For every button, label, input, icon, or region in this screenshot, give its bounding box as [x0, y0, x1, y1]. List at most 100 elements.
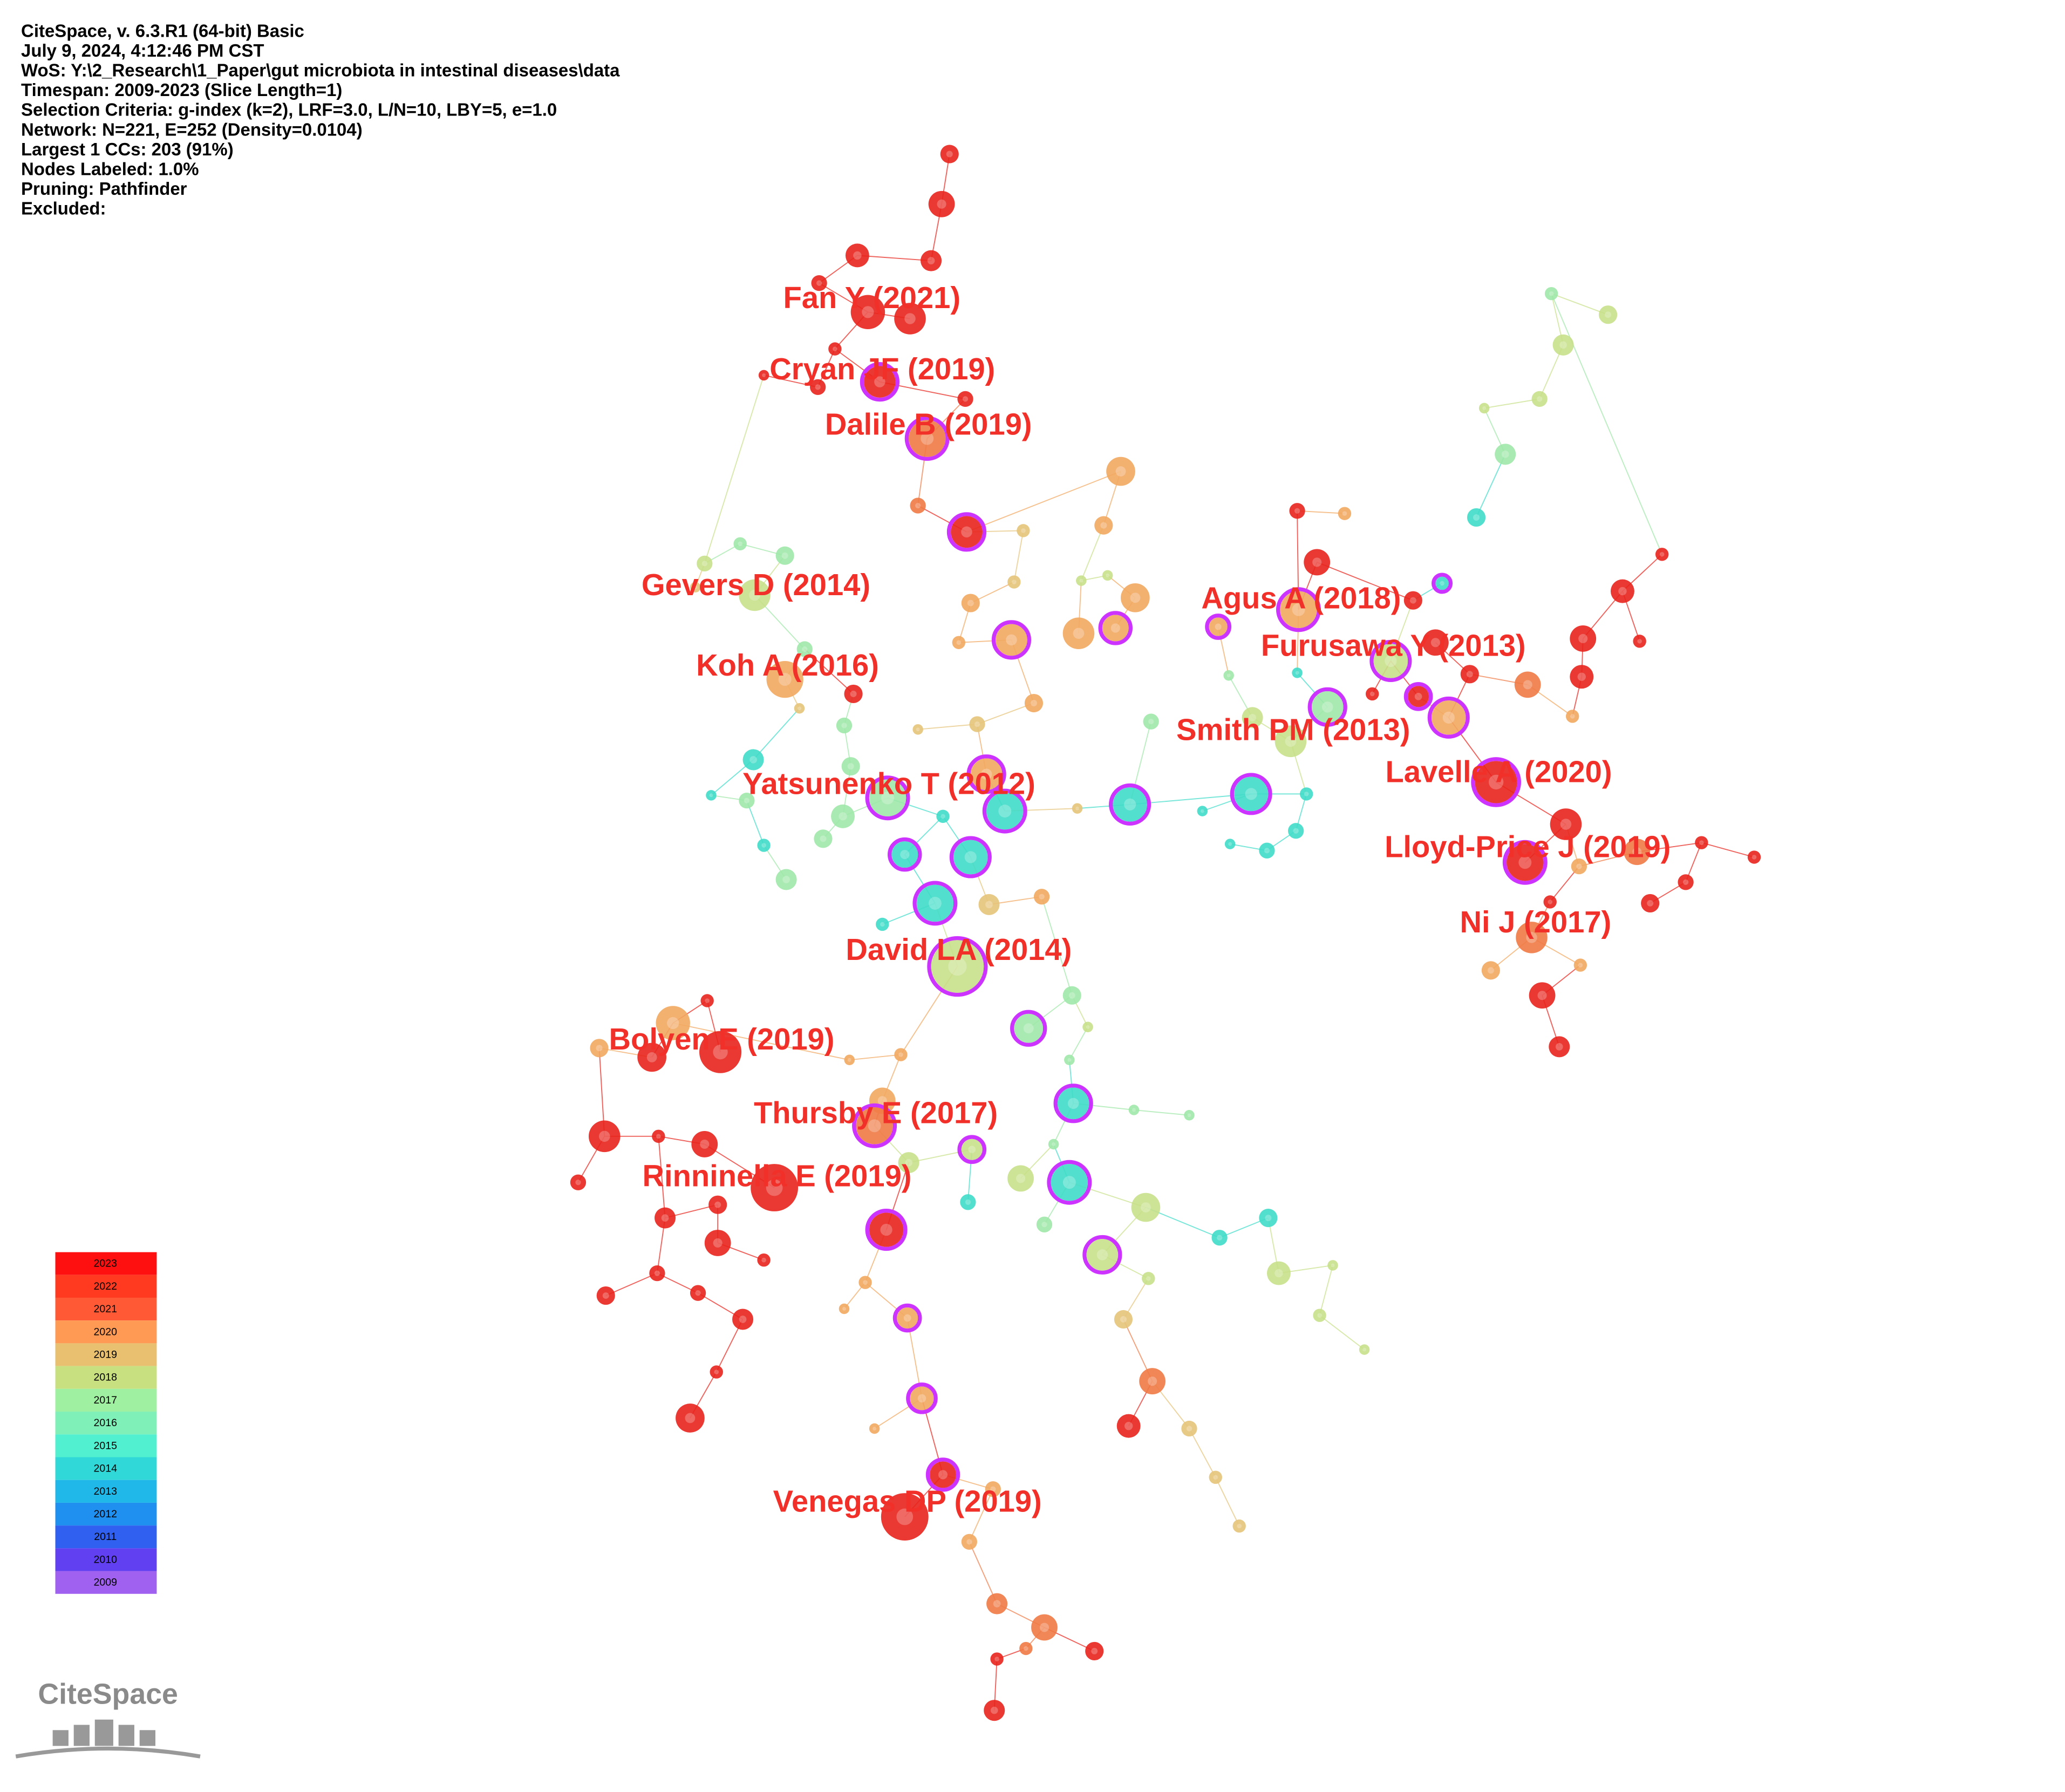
node-core — [965, 1199, 971, 1205]
node-core — [1523, 680, 1532, 690]
legend-year: 2019 — [94, 1349, 117, 1361]
node-core — [1148, 1377, 1157, 1386]
legend-swatch — [55, 1388, 157, 1412]
edge — [1013, 530, 1024, 582]
node-core — [1012, 580, 1017, 584]
legend-year: 2023 — [94, 1258, 117, 1270]
node — [1233, 776, 1269, 812]
node-core — [1041, 1222, 1047, 1228]
node — [757, 1253, 771, 1267]
node-core — [873, 1427, 877, 1430]
logo-bar — [73, 1725, 90, 1746]
node — [1114, 1310, 1133, 1329]
node-core — [1073, 628, 1085, 639]
node-core — [877, 1096, 887, 1106]
legend-swatch — [55, 1525, 157, 1549]
node-core — [1067, 1098, 1079, 1109]
node — [1287, 823, 1304, 839]
node — [850, 295, 885, 330]
edge — [918, 724, 978, 730]
node-core — [833, 346, 837, 351]
node-ring — [865, 1209, 908, 1251]
node — [1422, 629, 1449, 656]
node-core — [990, 1706, 998, 1714]
node-core — [853, 251, 862, 260]
node — [732, 1309, 754, 1330]
node-ring — [982, 788, 1027, 834]
node — [1313, 1309, 1326, 1322]
node — [1007, 575, 1021, 589]
node-core — [1682, 879, 1689, 885]
node-ring — [1082, 1235, 1122, 1275]
node — [1543, 895, 1557, 909]
logo: CiteSpace — [15, 1678, 201, 1759]
legend-swatch — [55, 1571, 157, 1594]
header-line: July 9, 2024, 4:12:46 PM CST — [21, 40, 264, 60]
node — [1102, 570, 1113, 581]
node — [986, 792, 1024, 830]
node-core — [749, 589, 760, 601]
edge — [1297, 510, 1345, 514]
node — [869, 779, 907, 816]
legend-year: 2015 — [94, 1440, 118, 1452]
node-core — [685, 1413, 696, 1423]
node — [1624, 839, 1651, 866]
node — [1514, 671, 1541, 698]
header-line: CiteSpace, v. 6.3.R1 (64-bit) Basic — [21, 21, 304, 40]
node — [930, 1461, 956, 1488]
node — [637, 1043, 666, 1072]
node-core — [1141, 1202, 1151, 1212]
node-core — [916, 727, 920, 732]
node — [775, 546, 794, 565]
node-core — [1006, 634, 1017, 646]
node — [1373, 644, 1408, 678]
node-core — [1079, 578, 1083, 583]
node — [1131, 1193, 1161, 1222]
node-core — [1578, 963, 1583, 967]
header-line: Nodes Labeled: 1.0% — [21, 159, 199, 179]
node — [1552, 334, 1574, 356]
node-core — [1110, 623, 1120, 633]
node — [996, 624, 1027, 656]
node-ring — [865, 775, 910, 821]
edge — [977, 703, 1034, 725]
node — [1082, 1021, 1093, 1033]
node — [1113, 787, 1147, 822]
node — [1327, 1260, 1338, 1271]
node-core — [966, 1539, 972, 1545]
node-core — [1120, 1316, 1127, 1323]
edge — [1080, 525, 1105, 581]
node — [1017, 524, 1030, 537]
node-core — [1518, 856, 1532, 869]
edge — [1484, 398, 1540, 409]
logo-book — [15, 1746, 201, 1759]
node-core — [1409, 597, 1416, 604]
node-core — [962, 396, 969, 402]
node — [1076, 575, 1087, 586]
node — [990, 1652, 1004, 1666]
node-core — [863, 1280, 868, 1285]
node — [1051, 1164, 1088, 1201]
node-core — [868, 1119, 881, 1133]
legend-swatch — [55, 1343, 157, 1366]
node — [957, 391, 973, 407]
node-core — [1442, 711, 1455, 724]
node-core — [1321, 701, 1333, 713]
legend-swatch — [55, 1275, 157, 1298]
node — [891, 841, 918, 868]
node — [928, 190, 955, 217]
node — [1304, 549, 1331, 576]
node-core — [1526, 932, 1537, 943]
node-core — [1215, 623, 1222, 630]
legend-year: 2014 — [94, 1463, 118, 1475]
node-core — [1100, 522, 1107, 529]
node — [742, 749, 764, 771]
node-core — [1039, 894, 1045, 900]
node — [739, 579, 771, 611]
node — [1259, 1209, 1278, 1228]
node-core — [714, 1369, 719, 1374]
node-ring — [904, 416, 950, 461]
node — [894, 303, 926, 335]
node-ring — [1502, 840, 1548, 885]
